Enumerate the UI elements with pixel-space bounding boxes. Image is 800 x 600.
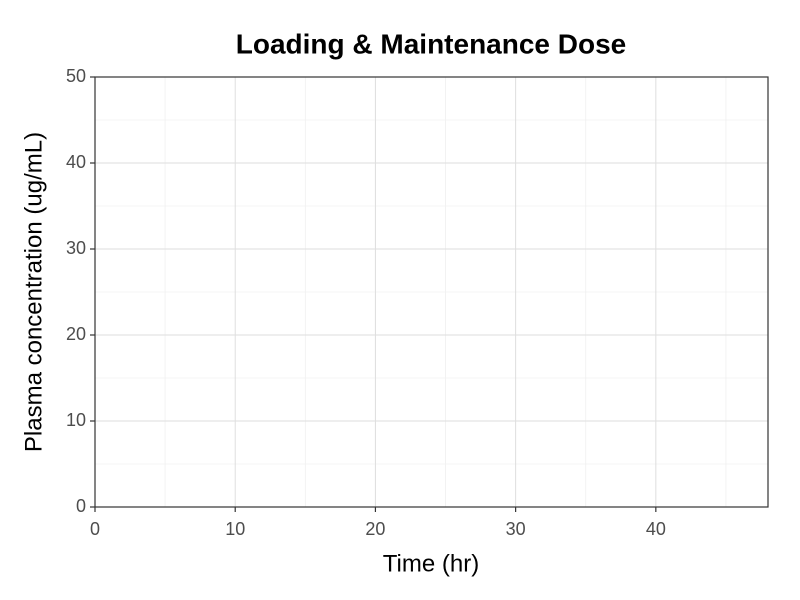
y-axis-label: Plasma concentration (ug/mL)	[20, 132, 47, 452]
y-tick-label: 40	[66, 152, 86, 172]
chart-title: Loading & Maintenance Dose	[236, 28, 627, 59]
plot-border	[94, 76, 769, 508]
y-tick-label: 50	[66, 66, 86, 86]
plot-area: 0 10 20 30 40 0 10 20 30 40 50	[66, 66, 769, 539]
x-tick-label: 20	[365, 519, 385, 539]
x-tick-label: 30	[506, 519, 526, 539]
y-tick-label: 30	[66, 238, 86, 258]
y-tick-label: 20	[66, 324, 86, 344]
y-tick-label: 10	[66, 410, 86, 430]
x-axis-label: Time (hr)	[383, 550, 479, 577]
x-tick-label: 40	[646, 519, 666, 539]
y-tick-label: 0	[76, 496, 86, 516]
x-tick-label: 0	[90, 519, 100, 539]
x-tick-label: 10	[225, 519, 245, 539]
